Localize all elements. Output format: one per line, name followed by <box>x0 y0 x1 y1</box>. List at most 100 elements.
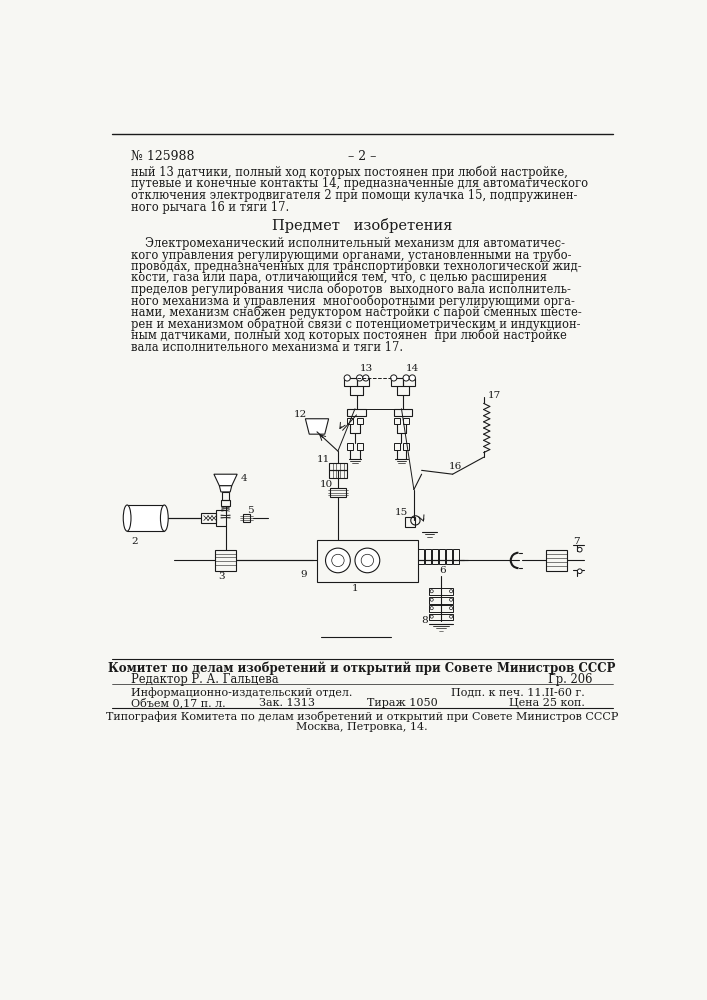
Bar <box>330 488 346 497</box>
Text: 8: 8 <box>421 616 428 625</box>
Text: ный 13 датчики, полный ход которых постоянен при любой настройке,: ный 13 датчики, полный ход которых посто… <box>131 166 568 179</box>
Circle shape <box>430 607 433 610</box>
Ellipse shape <box>160 505 168 531</box>
Circle shape <box>361 554 373 567</box>
Bar <box>347 409 366 416</box>
Bar <box>127 505 164 531</box>
Text: Информационно-издательский отдел.: Информационно-издательский отдел. <box>131 687 352 698</box>
Text: 4: 4 <box>240 474 247 483</box>
Bar <box>394 418 400 424</box>
Bar <box>329 470 347 478</box>
Text: 3: 3 <box>218 572 224 581</box>
Text: Цена 25 коп.: Цена 25 коп. <box>508 698 585 708</box>
Text: Комитет по делам изобретений и открытий при Совете Министров СССР: Комитет по делам изобретений и открытий … <box>108 661 616 675</box>
Text: 7: 7 <box>573 537 579 546</box>
Bar <box>317 540 418 582</box>
Text: 2: 2 <box>131 537 138 546</box>
Text: 5: 5 <box>247 506 254 515</box>
Circle shape <box>325 548 351 573</box>
Circle shape <box>450 607 452 610</box>
Bar <box>452 549 459 564</box>
Text: нами, механизм снабжен редуктором настройки с парой сменных шесте-: нами, механизм снабжен редуктором настро… <box>131 306 582 319</box>
Text: 6: 6 <box>440 566 446 575</box>
Text: отключения электродвигателя 2 при помощи кулачка 15, подпружинен-: отключения электродвигателя 2 при помощи… <box>131 189 578 202</box>
Ellipse shape <box>123 505 131 531</box>
Bar <box>215 550 236 571</box>
Circle shape <box>391 375 397 381</box>
Bar <box>394 409 412 416</box>
Bar <box>429 597 452 604</box>
Text: 15: 15 <box>395 508 408 517</box>
Text: кости, газа или пара, отличающийся тем, что, с целью расширения: кости, газа или пара, отличающийся тем, … <box>131 271 547 284</box>
Bar <box>425 549 431 564</box>
Text: проводах, предназначенных для транспортировки технологической жид-: проводах, предназначенных для транспорти… <box>131 260 582 273</box>
Circle shape <box>578 547 582 552</box>
Text: путевые и конечные контакты 14, предназначенные для автоматического: путевые и конечные контакты 14, предназн… <box>131 177 588 190</box>
Text: 17: 17 <box>488 391 501 400</box>
Bar <box>429 588 452 595</box>
Circle shape <box>356 375 363 381</box>
Bar <box>243 514 250 522</box>
Circle shape <box>363 375 369 381</box>
Bar <box>201 513 216 523</box>
Bar <box>418 549 424 564</box>
Bar <box>356 443 363 450</box>
Text: Редактор Р. А. Гальцева: Редактор Р. А. Гальцева <box>131 673 279 686</box>
Text: ного механизма и управления  многооборотными регулирующими орга-: ного механизма и управления многооборотн… <box>131 294 575 308</box>
Bar <box>221 500 230 506</box>
Bar <box>347 443 354 450</box>
Bar <box>403 418 409 424</box>
Text: Электромеханический исполнительный механизм для автоматичес-: Электромеханический исполнительный механ… <box>145 237 565 250</box>
Circle shape <box>578 569 582 574</box>
Bar <box>403 443 409 450</box>
Circle shape <box>450 590 452 593</box>
Text: Гр. 206: Гр. 206 <box>548 673 592 686</box>
Text: рен и механизмом обратной связи с потенциометрическим и индукцион-: рен и механизмом обратной связи с потенц… <box>131 317 580 331</box>
Text: 16: 16 <box>449 462 462 471</box>
Bar <box>344 378 356 386</box>
Text: кого управления регулирующими органами, установленными на трубо-: кого управления регулирующими органами, … <box>131 248 571 261</box>
Text: Зак. 1313: Зак. 1313 <box>259 698 315 708</box>
Bar <box>216 510 226 526</box>
Text: Тираж 1050: Тираж 1050 <box>368 698 438 708</box>
Circle shape <box>430 598 433 601</box>
Bar <box>223 492 228 500</box>
Polygon shape <box>305 419 329 434</box>
Bar <box>546 550 567 571</box>
Text: пределов регулирования числа оборотов  выходного вала исполнитель-: пределов регулирования числа оборотов вы… <box>131 283 571 296</box>
Text: 14: 14 <box>406 364 419 373</box>
Bar <box>438 549 445 564</box>
Text: 13: 13 <box>360 364 373 373</box>
Text: 9: 9 <box>300 570 307 579</box>
Text: Объем 0,17 п. л.: Объем 0,17 п. л. <box>131 697 226 708</box>
Text: Предмет   изобретения: Предмет изобретения <box>271 218 452 233</box>
Bar <box>347 418 354 424</box>
Bar <box>356 378 369 386</box>
Bar <box>432 549 438 564</box>
Text: 10: 10 <box>320 480 332 489</box>
Circle shape <box>450 615 452 618</box>
Bar <box>429 605 452 612</box>
Text: 1: 1 <box>352 584 358 593</box>
Text: вала исполнительного механизма и тяги 17.: вала исполнительного механизма и тяги 17… <box>131 341 403 354</box>
Circle shape <box>355 548 380 573</box>
Circle shape <box>430 590 433 593</box>
Bar <box>403 378 416 386</box>
Bar <box>391 378 403 386</box>
Polygon shape <box>219 486 232 492</box>
Text: № 125988: № 125988 <box>131 150 194 163</box>
Text: – 2 –: – 2 – <box>348 150 376 163</box>
Circle shape <box>344 375 351 381</box>
Bar <box>445 549 452 564</box>
Polygon shape <box>214 474 237 486</box>
Text: 12: 12 <box>293 410 307 419</box>
Bar <box>394 443 400 450</box>
Circle shape <box>430 615 433 618</box>
Text: ного рычага 16 и тяги 17.: ного рычага 16 и тяги 17. <box>131 201 289 214</box>
Text: Москва, Петровка, 14.: Москва, Петровка, 14. <box>296 722 428 732</box>
Circle shape <box>409 375 416 381</box>
Bar <box>429 614 452 620</box>
Text: Подп. к печ. 11.II-60 г.: Подп. к печ. 11.II-60 г. <box>450 688 585 698</box>
Text: 11: 11 <box>317 455 330 464</box>
Circle shape <box>403 375 409 381</box>
